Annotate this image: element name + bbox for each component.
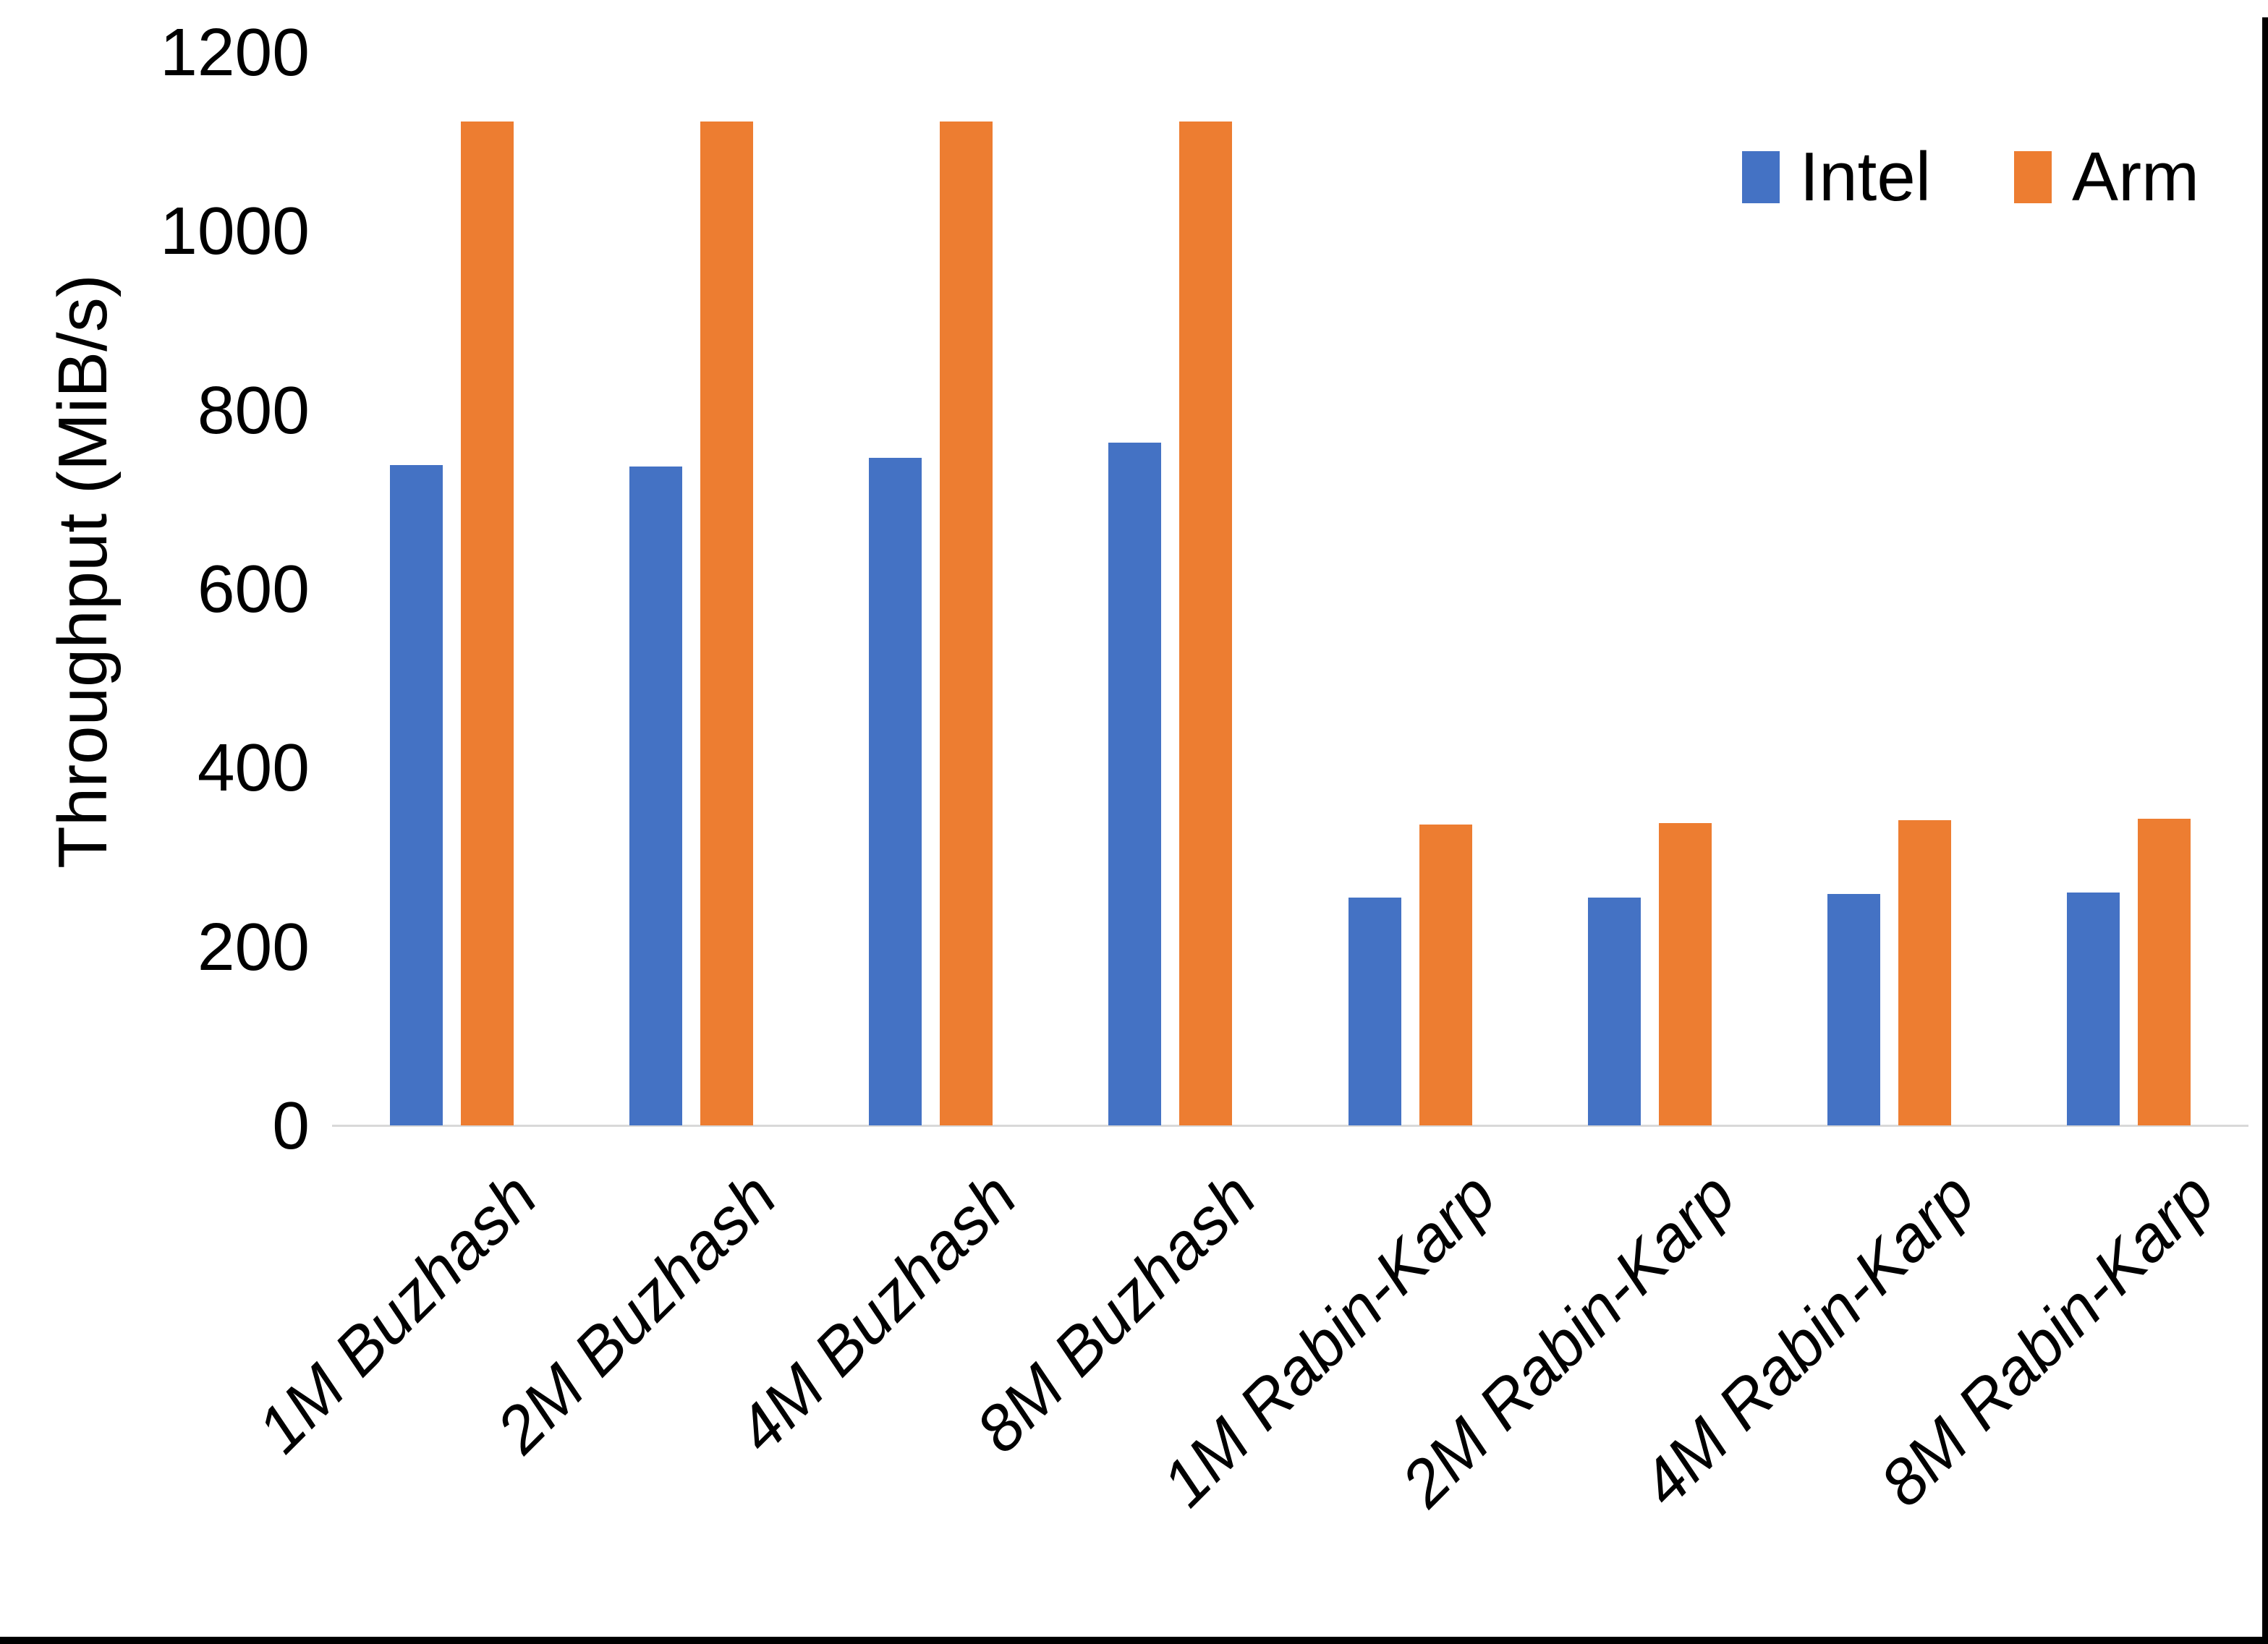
bar-arm-4m-rabin-karp: [1898, 820, 1951, 1125]
legend-item-intel: Intel: [1741, 137, 1932, 217]
legend-label-intel: Intel: [1799, 138, 1932, 216]
bar-arm-1m-buzhash: [461, 122, 514, 1125]
y-tick-1200: 1200: [160, 14, 310, 90]
frame-border-bottom: [0, 1637, 2268, 1644]
legend-label-arm: Arm: [2072, 138, 2199, 216]
bar-intel-1m-buzhash: [390, 465, 443, 1125]
bar-intel-2m-buzhash: [629, 466, 683, 1125]
y-tick-200: 200: [197, 908, 310, 984]
bar-intel-1m-rabin-karp: [1348, 897, 1401, 1125]
frame-border-right: [2262, 17, 2268, 1644]
x-axis-line: [332, 1125, 2248, 1127]
bar-arm-1m-rabin-karp: [1419, 825, 1472, 1125]
bar-intel-4m-rabin-karp: [1827, 893, 1880, 1125]
y-tick-800: 800: [197, 372, 310, 448]
bar-intel-4m-buzhash: [869, 458, 922, 1125]
y-tick-0: 0: [272, 1088, 310, 1163]
bar-arm-4m-buzhash: [940, 122, 993, 1125]
bar-intel-8m-rabin-karp: [2066, 893, 2120, 1125]
y-tick-600: 600: [197, 551, 310, 626]
legend: Intel Arm: [1741, 137, 2199, 217]
y-tick-400: 400: [197, 730, 310, 806]
legend-swatch-intel: [1741, 151, 1780, 203]
bar-arm-2m-buzhash: [700, 122, 754, 1125]
bar-intel-2m-rabin-karp: [1587, 897, 1641, 1125]
legend-swatch-arm: [2014, 151, 2052, 203]
bar-arm-8m-buzhash: [1179, 122, 1233, 1125]
bar-arm-8m-rabin-karp: [2137, 818, 2191, 1125]
bar-arm-2m-rabin-karp: [1658, 823, 1712, 1125]
bar-intel-8m-buzhash: [1108, 443, 1162, 1125]
y-tick-1000: 1000: [160, 193, 310, 269]
legend-item-arm: Arm: [2014, 137, 2199, 217]
